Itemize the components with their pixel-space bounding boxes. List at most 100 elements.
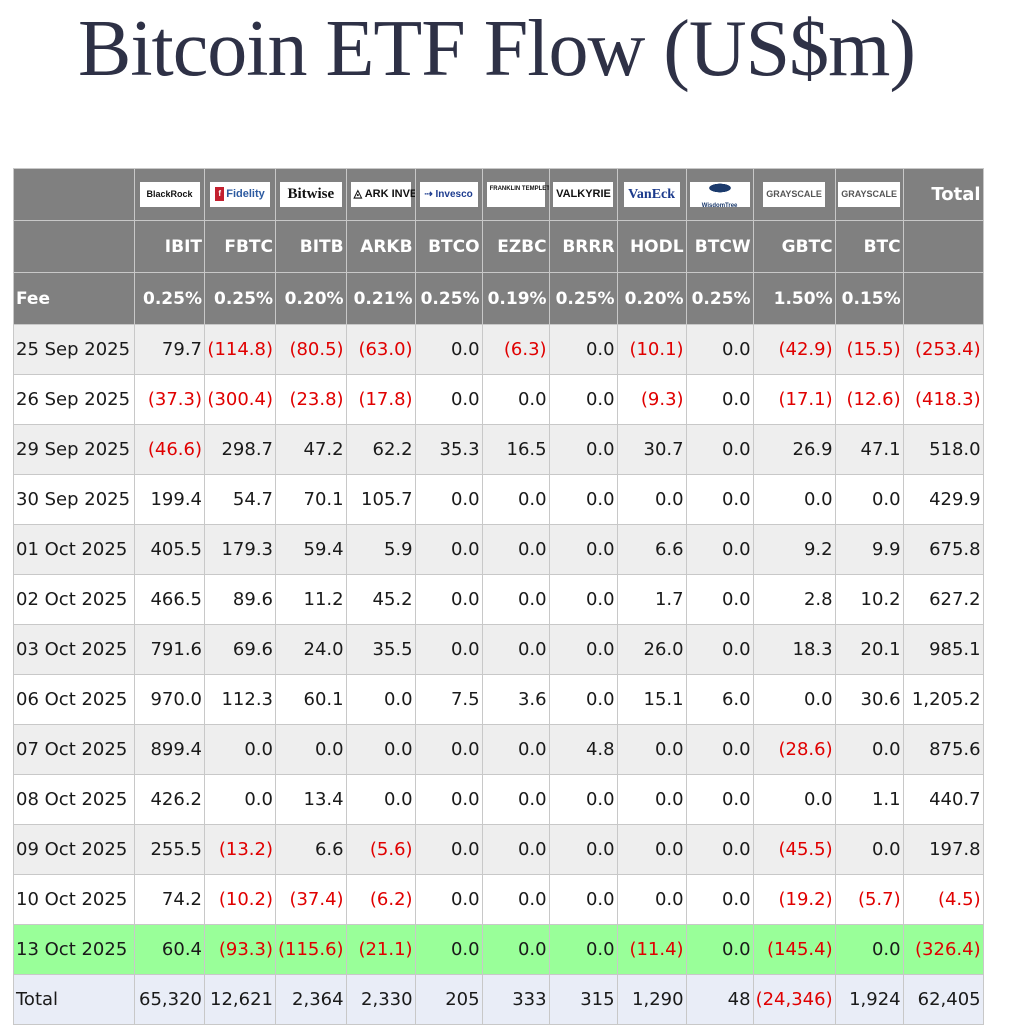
flow-cell: (28.6) xyxy=(752,724,836,775)
row-total-cell: 627.2 xyxy=(902,574,984,625)
flow-cell: 0.0 xyxy=(548,924,618,975)
ticker-header: HODL xyxy=(616,220,687,273)
flow-cell: 0.0 xyxy=(685,924,754,975)
row-total-cell: 429.9 xyxy=(902,474,984,525)
flow-cell: 24.0 xyxy=(275,624,347,675)
total-cell: 315 xyxy=(548,974,618,1025)
flow-cell: (115.6) xyxy=(275,924,347,975)
flow-cell: 0.0 xyxy=(481,524,550,575)
issuer-logo-bitwise: Bitwise xyxy=(275,168,347,221)
table-row: 01 Oct 2025 405.5 179.3 59.4 5.9 0.0 0.0 0.0 6.6… xyxy=(13,524,984,575)
flow-cell: (17.1) xyxy=(752,374,836,425)
flow-cell: 0.0 xyxy=(481,774,550,825)
row-date: 09 Oct 2025 xyxy=(13,824,135,875)
flow-cell: 0.0 xyxy=(414,324,483,375)
total-cell: (24,346) xyxy=(752,974,836,1025)
ticker-header: ARKB xyxy=(345,220,416,273)
flow-cell: 13.4 xyxy=(275,774,347,825)
flow-cell: (5.7) xyxy=(834,874,904,925)
row-total-cell: 675.8 xyxy=(902,524,984,575)
flow-cell: 6.0 xyxy=(685,674,754,725)
total-cell: 48 xyxy=(685,974,754,1025)
issuer-logo-ark: ◬ ARK INVEST xyxy=(345,168,416,221)
fee-value: 0.25% xyxy=(548,272,618,325)
row-date: 08 Oct 2025 xyxy=(13,774,135,825)
flow-cell: 0.0 xyxy=(685,774,754,825)
flow-cell: 0.0 xyxy=(548,674,618,725)
flow-cell: (23.8) xyxy=(275,374,347,425)
flow-cell: 0.0 xyxy=(548,374,618,425)
flow-cell: 298.7 xyxy=(204,424,276,475)
flow-cell: 0.0 xyxy=(414,574,483,625)
issuer-logo-blackrock: BlackRock xyxy=(134,168,205,221)
flow-cell: 47.1 xyxy=(834,424,904,475)
flow-cell: 5.9 xyxy=(345,524,416,575)
flow-cell: 11.2 xyxy=(275,574,347,625)
flow-cell: 426.2 xyxy=(134,774,205,825)
row-total-cell: 440.7 xyxy=(902,774,984,825)
table-row: 08 Oct 2025 426.2 0.0 13.4 0.0 0.0 0.0 0.0 0.0 0.… xyxy=(13,774,984,825)
flow-cell: 0.0 xyxy=(548,474,618,525)
flow-cell: 0.0 xyxy=(685,424,754,475)
flow-cell: 0.0 xyxy=(481,474,550,525)
flow-cell: 791.6 xyxy=(134,624,205,675)
flow-cell: 0.0 xyxy=(345,674,416,725)
ticker-header: BRRR xyxy=(548,220,618,273)
flow-cell: 255.5 xyxy=(134,824,205,875)
total-cell: 65,320 xyxy=(134,974,205,1025)
flow-cell: 18.3 xyxy=(752,624,836,675)
flow-cell: (42.9) xyxy=(752,324,836,375)
flow-cell: 0.0 xyxy=(275,724,347,775)
fee-value: 0.21% xyxy=(345,272,416,325)
flow-cell: 35.3 xyxy=(414,424,483,475)
flow-cell: (13.2) xyxy=(204,824,276,875)
flow-cell: 0.0 xyxy=(685,474,754,525)
flow-cell: 0.0 xyxy=(481,874,550,925)
flow-cell: 45.2 xyxy=(345,574,416,625)
flow-cell: (17.8) xyxy=(345,374,416,425)
flow-cell: 0.0 xyxy=(685,324,754,375)
flow-cell: 0.0 xyxy=(414,924,483,975)
flow-cell: 0.0 xyxy=(548,774,618,825)
issuer-logo-valkyrie: VALKYRIE xyxy=(548,168,618,221)
table-row: 26 Sep 2025 (37.3) (300.4) (23.8) (17.8) 0.0 0… xyxy=(13,374,984,425)
flow-cell: (45.5) xyxy=(752,824,836,875)
issuer-logo-invesco: ⇢ Invesco xyxy=(414,168,483,221)
fee-row: Fee 0.25% 0.25% 0.20% 0.21% 0.25% 0.19% … xyxy=(13,272,984,325)
flow-cell: 79.7 xyxy=(134,324,205,375)
row-date: 30 Sep 2025 xyxy=(13,474,135,525)
fee-value: 0.25% xyxy=(134,272,205,325)
flow-cell: (11.4) xyxy=(616,924,687,975)
ticker-header: BITB xyxy=(275,220,347,273)
row-date: 13 Oct 2025 xyxy=(13,924,135,975)
row-date: 29 Sep 2025 xyxy=(13,424,135,475)
flow-cell: 0.0 xyxy=(481,724,550,775)
flow-cell: 899.4 xyxy=(134,724,205,775)
flow-cell: 1.7 xyxy=(616,574,687,625)
ticker-row: IBIT FBTC BITB ARKB BTCO EZBC BRRR HODL … xyxy=(13,220,984,273)
flow-cell: 9.9 xyxy=(834,524,904,575)
issuer-logo-fidelity: f Fidelity xyxy=(204,168,276,221)
flow-cell: 69.6 xyxy=(204,624,276,675)
table-row: 07 Oct 2025 899.4 0.0 0.0 0.0 0.0 0.0 4.8 0.0 0.0… xyxy=(13,724,984,775)
flow-cell: (46.6) xyxy=(134,424,205,475)
total-cell: 333 xyxy=(481,974,550,1025)
flow-cell: (19.2) xyxy=(752,874,836,925)
flow-cell: 89.6 xyxy=(204,574,276,625)
flow-cell: 3.6 xyxy=(481,674,550,725)
fee-value: 1.50% xyxy=(752,272,836,325)
flow-cell: 0.0 xyxy=(414,724,483,775)
flow-cell: (5.6) xyxy=(345,824,416,875)
row-date: 26 Sep 2025 xyxy=(13,374,135,425)
ticker-header: GBTC xyxy=(752,220,836,273)
flow-cell: 0.0 xyxy=(414,524,483,575)
flow-cell: 74.2 xyxy=(134,874,205,925)
total-row: Total 65,320 12,621 2,364 2,330 205 333 315 1,29… xyxy=(13,974,984,1025)
flow-cell: 179.3 xyxy=(204,524,276,575)
issuer-logo-vaneck: VanEck xyxy=(616,168,687,221)
flow-cell: 6.6 xyxy=(275,824,347,875)
row-date: 02 Oct 2025 xyxy=(13,574,135,625)
flow-cell: 0.0 xyxy=(204,724,276,775)
flow-cell: 0.0 xyxy=(414,874,483,925)
